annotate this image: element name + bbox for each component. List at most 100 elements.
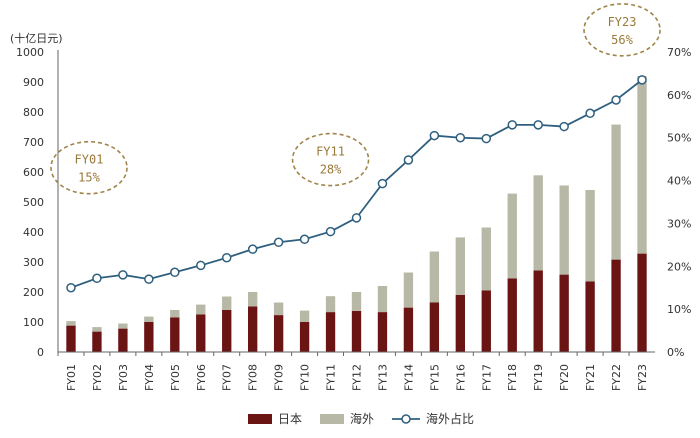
point-ratio-FY12 (351, 213, 362, 223)
point-ratio-FY22 (611, 95, 621, 105)
right-tick-label: 60% (667, 89, 691, 102)
x-tick-label-FY15: FY15 (428, 364, 441, 391)
bar-japan-FY16 (455, 295, 465, 352)
right-tick-label: 50% (667, 132, 691, 145)
bar-japan-FY08 (248, 306, 258, 352)
left-tick-label: 500 (23, 196, 44, 209)
bar-overseas-FY11 (325, 296, 336, 313)
right-tick-label: 20% (667, 260, 691, 273)
callout-value: 28% (320, 163, 342, 177)
callout-FY23: FY23 56% (583, 3, 661, 57)
bar-japan-FY02 (92, 331, 102, 352)
callout-ellipse (291, 132, 370, 187)
x-tick-label-FY11: FY11 (325, 364, 338, 391)
bar-overseas-FY22 (611, 124, 621, 260)
legend-label: 海外 (350, 411, 374, 426)
bar-overseas-FY23 (637, 76, 647, 254)
bar-overseas-FY09 (273, 302, 284, 316)
left-tick-label: 700 (23, 136, 44, 149)
bar-overseas-FY01 (66, 321, 76, 326)
left-tick-label: 400 (23, 226, 44, 239)
bar-japan-FY10 (299, 322, 310, 352)
bar-overseas-FY03 (118, 323, 128, 329)
x-tick-label-FY04: FY04 (143, 364, 156, 391)
point-ratio-FY16 (455, 132, 466, 143)
left-tick-label: 0 (37, 346, 44, 359)
x-tick-label-FY16: FY16 (454, 364, 467, 391)
bar-japan-FY01 (66, 325, 76, 352)
bar-overseas-FY13 (377, 286, 388, 313)
bar-japan-FY17 (481, 290, 491, 352)
right-tick-label: 40% (667, 175, 691, 188)
x-tick-label-FY14: FY14 (402, 364, 415, 391)
right-tick-label: 10% (667, 303, 691, 316)
right-tick-label: 30% (667, 217, 691, 230)
x-tick-label-FY18: FY18 (506, 364, 519, 391)
point-ratio-FY20 (559, 121, 569, 132)
bar-japan-FY14 (403, 307, 414, 352)
bar-japan-FY19 (533, 270, 543, 352)
bar-japan-FY15 (429, 302, 440, 352)
point-ratio-FY17 (481, 133, 492, 144)
legend-swatch (248, 414, 272, 424)
x-tick-label-FY09: FY09 (273, 364, 286, 391)
callout-ellipse (50, 140, 128, 195)
x-tick-label-FY17: FY17 (480, 364, 493, 391)
bar-overseas-FY19 (533, 175, 543, 271)
x-tick-label-FY05: FY05 (169, 364, 182, 391)
axes-layer: 0 100 200 300 400 500 600 700 800 900 1000 0% 10% 20%… (16, 46, 691, 391)
x-tick-label-FY02: FY02 (91, 364, 104, 391)
point-ratio-FY18 (507, 120, 517, 130)
bar-overseas-FY07 (222, 296, 232, 310)
legend-item-japan: 日本 (248, 412, 302, 426)
line-overseas-ratio (70, 79, 643, 289)
point-ratio-FY05 (170, 267, 180, 278)
legend-swatch (320, 414, 344, 424)
bar-japan-FY05 (170, 317, 180, 352)
point-ratio-FY02 (92, 273, 102, 284)
x-tick-label-FY07: FY07 (221, 364, 234, 391)
bar-overseas-FY04 (144, 316, 154, 322)
point-ratio-FY04 (144, 274, 154, 284)
x-tick-label-FY08: FY08 (247, 364, 260, 391)
bar-overseas-FY16 (455, 237, 465, 295)
x-tick-label-FY10: FY10 (299, 364, 312, 391)
point-ratio-FY15 (429, 130, 440, 141)
bar-overseas-FY18 (507, 193, 517, 279)
point-ratio-FY21 (585, 108, 595, 119)
right-tick-label: 70% (667, 46, 691, 59)
point-ratio-FY11 (325, 226, 336, 237)
left-tick-label: 100 (23, 316, 44, 329)
bar-japan-FY06 (196, 314, 206, 352)
bar-overseas-FY08 (248, 292, 258, 307)
bars-layer (66, 76, 647, 352)
left-axis-unit: (十亿日元) (10, 31, 63, 45)
bar-japan-FY20 (559, 274, 569, 352)
bar-japan-FY11 (325, 312, 336, 352)
bar-overseas-FY14 (403, 272, 414, 308)
legend-label: 海外占比 (426, 411, 474, 426)
callout-value: 56% (611, 33, 633, 47)
legend-label: 日本 (278, 412, 302, 426)
bar-overseas-FY06 (196, 304, 206, 315)
left-tick-label: 300 (23, 256, 44, 269)
x-tick-label-FY23: FY23 (636, 364, 649, 391)
point-ratio-FY13 (377, 178, 388, 189)
point-ratio-FY08 (247, 244, 258, 254)
bar-japan-FY18 (507, 278, 517, 352)
point-ratio-FY07 (221, 252, 232, 263)
point-ratio-FY14 (403, 155, 414, 165)
point-ratio-FY03 (118, 270, 128, 280)
x-tick-label-FY19: FY19 (532, 364, 545, 391)
x-tick-label-FY13: FY13 (376, 364, 389, 391)
bar-japan-FY13 (377, 312, 388, 352)
callout-FY11: FY11 28% (291, 132, 370, 187)
bar-japan-FY09 (273, 315, 284, 352)
bar-japan-FY12 (351, 310, 362, 352)
point-ratio-FY23 (637, 75, 647, 85)
bar-overseas-FY02 (92, 327, 102, 332)
right-tick-label: 0% (667, 346, 684, 359)
bar-overseas-FY15 (429, 251, 440, 303)
left-tick-label: 800 (23, 106, 44, 119)
callout-FY01: FY01 15% (50, 140, 128, 195)
